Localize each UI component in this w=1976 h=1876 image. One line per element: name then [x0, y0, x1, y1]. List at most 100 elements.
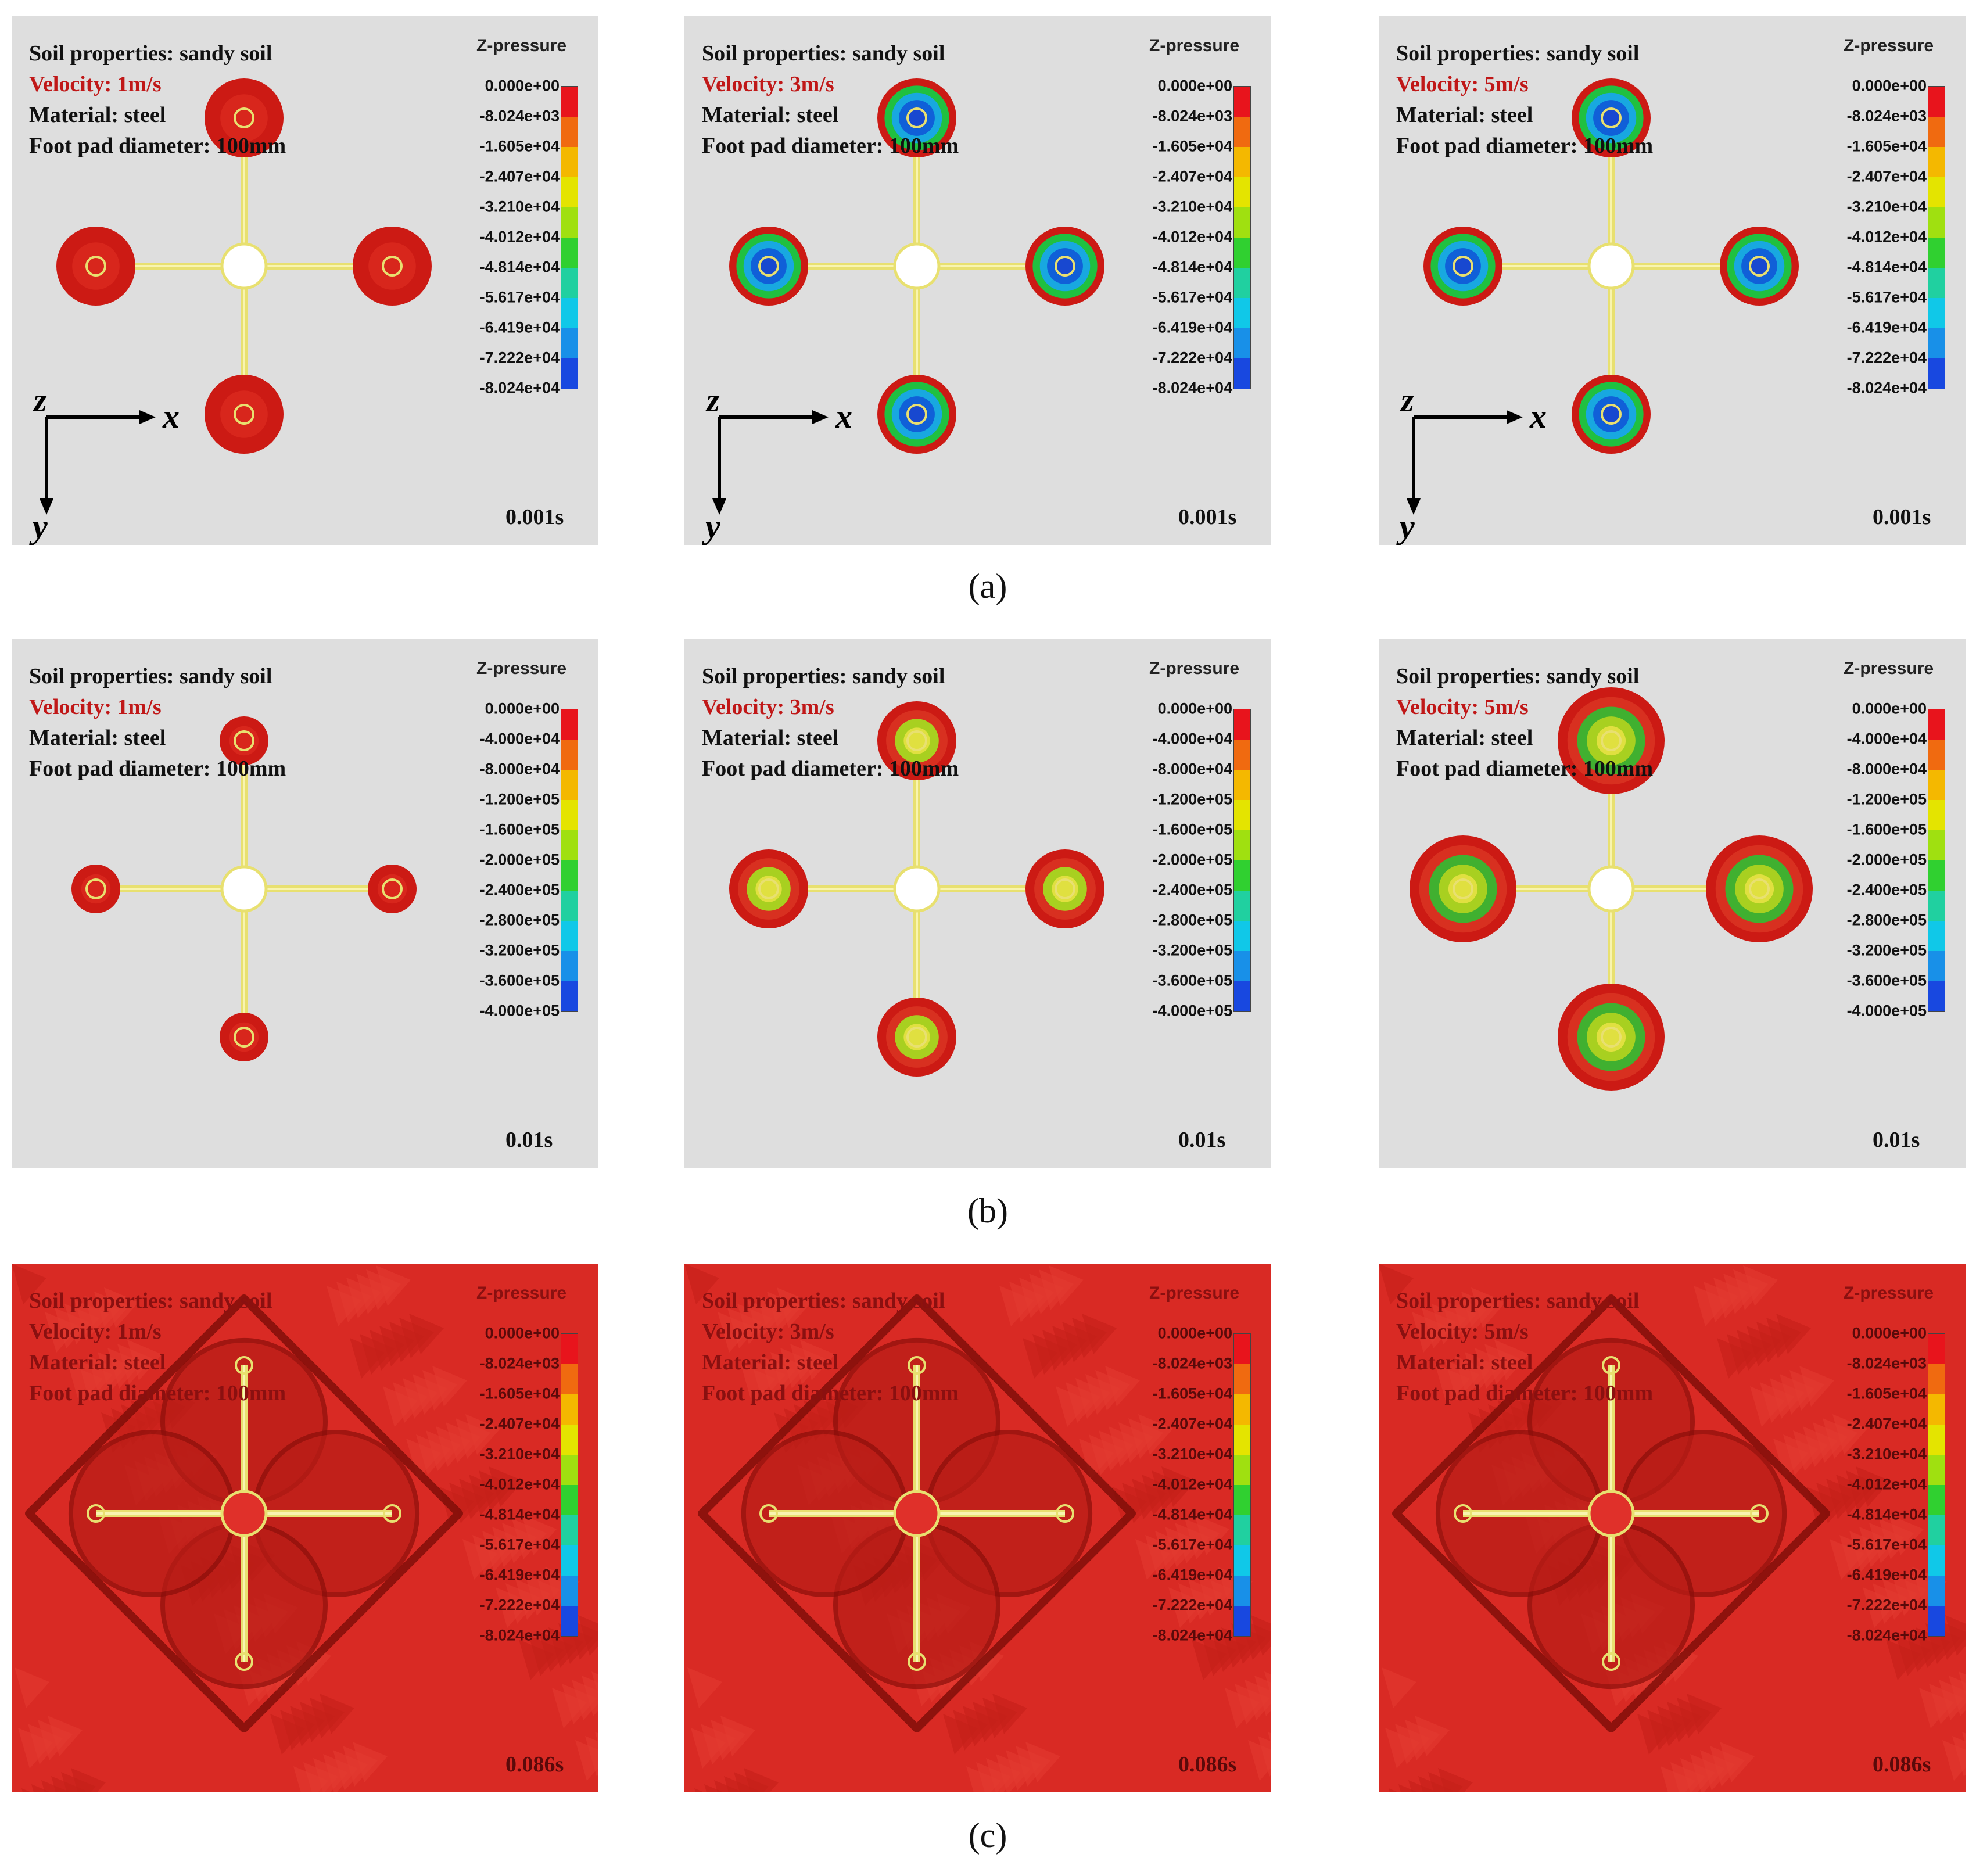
soil-properties-text: Soil properties: sandy soil	[29, 1289, 272, 1313]
legend-tick-label: -4.000e+05	[1846, 1002, 1927, 1020]
timestamp-label: 0.01s	[1178, 1128, 1226, 1152]
foot-pad-left	[87, 1504, 105, 1523]
legend-tick-label: -2.000e+05	[1152, 851, 1232, 869]
foot-pad-right	[383, 1504, 401, 1523]
legend-tick-label: -2.800e+05	[1152, 911, 1232, 929]
legend-tick-label: -2.407e+04	[1846, 167, 1927, 185]
lander-frame	[96, 118, 392, 414]
legend-tick-label: -4.814e+04	[479, 258, 560, 276]
legend-tick-label: -5.617e+04	[1152, 1536, 1232, 1554]
legend-tick-label: 0.000e+00	[1157, 700, 1232, 718]
pressure-legend: 0.000e+00 -4.000e+04 -8.000e+04 -1.200e+05 -…	[1146, 691, 1263, 1020]
pressure-legend: 0.000e+00 -8.024e+03 -1.605e+04 -2.407e+04 -…	[474, 69, 590, 397]
simulation-panel: Soil properties: sandy soil Velocity: 3m/…	[684, 16, 1271, 545]
legend-tick-label: 0.000e+00	[1852, 77, 1927, 95]
legend-tick-label: -4.012e+04	[1846, 228, 1927, 246]
legend-tick-label: -6.419e+04	[479, 318, 560, 336]
legend-tick-label: -8.024e+04	[1846, 379, 1927, 397]
legend-tick-label: -1.600e+05	[1846, 820, 1927, 838]
legend-tick-label: -4.000e+04	[1846, 730, 1927, 748]
legend-color-bar	[1233, 86, 1251, 389]
foot-pad-top	[877, 701, 956, 780]
legend-color-bar	[1928, 709, 1945, 1012]
foot-pad-bottom	[1572, 375, 1651, 454]
legend-tick-label: -8.024e+03	[1152, 107, 1232, 125]
legend-title: Z-pressure	[1844, 36, 1934, 55]
legend-color-bar	[1928, 86, 1945, 389]
legend-tick-label: -2.400e+05	[479, 881, 560, 899]
velocity-text: Velocity: 5m/s	[1396, 695, 1529, 719]
lander-frame	[769, 741, 1065, 1037]
row-caption: (c)	[968, 1816, 1007, 1855]
foot-pad-right	[1750, 1504, 1769, 1523]
lander-footprint-plot	[1410, 687, 1813, 1091]
soil-properties-text: Soil properties: sandy soil	[1396, 664, 1640, 688]
legend-tick-label: -6.419e+04	[1846, 318, 1927, 336]
velocity-text: Velocity: 1m/s	[29, 1319, 162, 1344]
legend-tick-label: -4.012e+04	[479, 228, 560, 246]
lander-footprint-plot	[1423, 78, 1799, 454]
legend-tick-label: -8.000e+04	[479, 760, 560, 778]
legend-tick-label: -1.200e+05	[1846, 790, 1927, 808]
legend-title: Z-pressure	[476, 36, 567, 55]
velocity-text: Velocity: 5m/s	[1396, 72, 1529, 96]
axis-y-label: y	[29, 508, 48, 545]
foot-pad-right	[1025, 849, 1104, 928]
legend-tick-label: -1.605e+04	[479, 1384, 560, 1402]
foot-pad-top	[877, 78, 956, 157]
coordinate-axes: z x y	[29, 382, 180, 545]
foot-pad-top	[220, 716, 268, 765]
foot-pad-left	[71, 865, 120, 913]
timestamp-label: 0.086s	[1873, 1752, 1931, 1777]
foot-pad-top	[1572, 78, 1651, 157]
coordinate-axes: z x y	[702, 382, 852, 545]
legend-tick-label: -4.814e+04	[1152, 1505, 1232, 1523]
axis-z-label: z	[705, 382, 720, 419]
foot-pad-top	[1602, 1356, 1620, 1375]
legend-tick-label: -4.814e+04	[1152, 258, 1232, 276]
foot-pad-diameter-text: Foot pad diameter: 100mm	[29, 134, 286, 158]
legend-tick-label: -1.600e+05	[479, 820, 560, 838]
axis-x-label: x	[162, 397, 180, 435]
row-caption: (b)	[967, 1192, 1008, 1230]
foot-pad-diameter-text: Foot pad diameter: 100mm	[1396, 1381, 1654, 1405]
legend-tick-label: -2.400e+05	[1846, 881, 1927, 899]
legend-tick-label: -5.617e+04	[1846, 288, 1927, 306]
legend-tick-label: -1.605e+04	[1846, 1384, 1927, 1402]
lander-frame	[1463, 118, 1759, 414]
soil-deformation-field	[12, 1264, 598, 1792]
foot-pad-right	[1025, 227, 1104, 306]
legend-tick-label: -2.000e+05	[1846, 851, 1927, 869]
axis-y-label: y	[702, 508, 720, 545]
timestamp-label: 0.01s	[505, 1128, 553, 1152]
axis-x-label: x	[835, 397, 852, 435]
legend-tick-label: -6.419e+04	[479, 1566, 560, 1584]
simulation-parameters: Soil properties: sandy soil Velocity: 3m/…	[702, 38, 959, 162]
foot-pad-right	[1720, 227, 1799, 306]
simulation-panel: Soil properties: sandy soil Velocity: 1m/…	[12, 639, 598, 1168]
legend-tick-label: -1.200e+05	[1152, 790, 1232, 808]
legend-title: Z-pressure	[1149, 659, 1240, 678]
foot-pad-right	[1706, 835, 1813, 942]
legend-tick-label: -8.000e+04	[1152, 760, 1232, 778]
simulation-parameters: Soil properties: sandy soil Velocity: 5m/…	[1396, 661, 1653, 784]
simulation-parameters: Soil properties: sandy soil Velocity: 1m/…	[29, 1286, 286, 1409]
material-text: Material: steel	[29, 103, 166, 127]
legend-tick-label: -2.000e+05	[479, 851, 560, 869]
legend-tick-label: -1.605e+04	[1152, 137, 1232, 155]
legend-tick-label: -3.200e+05	[479, 941, 560, 959]
timestamp-label: 0.001s	[505, 505, 564, 529]
axis-x-label: x	[1529, 397, 1547, 435]
legend-tick-label: -2.407e+04	[479, 1415, 560, 1433]
material-text: Material: steel	[702, 726, 839, 750]
legend-tick-label: 0.000e+00	[1157, 1324, 1232, 1342]
legend-tick-label: -3.200e+05	[1152, 941, 1232, 959]
legend-title: Z-pressure	[1149, 1283, 1240, 1303]
simulation-parameters: Soil properties: sandy soil Velocity: 5m/…	[1396, 1286, 1653, 1409]
lander-footprint-plot	[729, 701, 1104, 1077]
legend-tick-label: -4.000e+05	[1152, 1002, 1232, 1020]
legend-tick-label: -3.600e+05	[1152, 971, 1232, 989]
material-text: Material: steel	[702, 1350, 839, 1375]
foot-pad-bottom	[1558, 984, 1665, 1091]
lander-frame	[96, 741, 392, 1037]
